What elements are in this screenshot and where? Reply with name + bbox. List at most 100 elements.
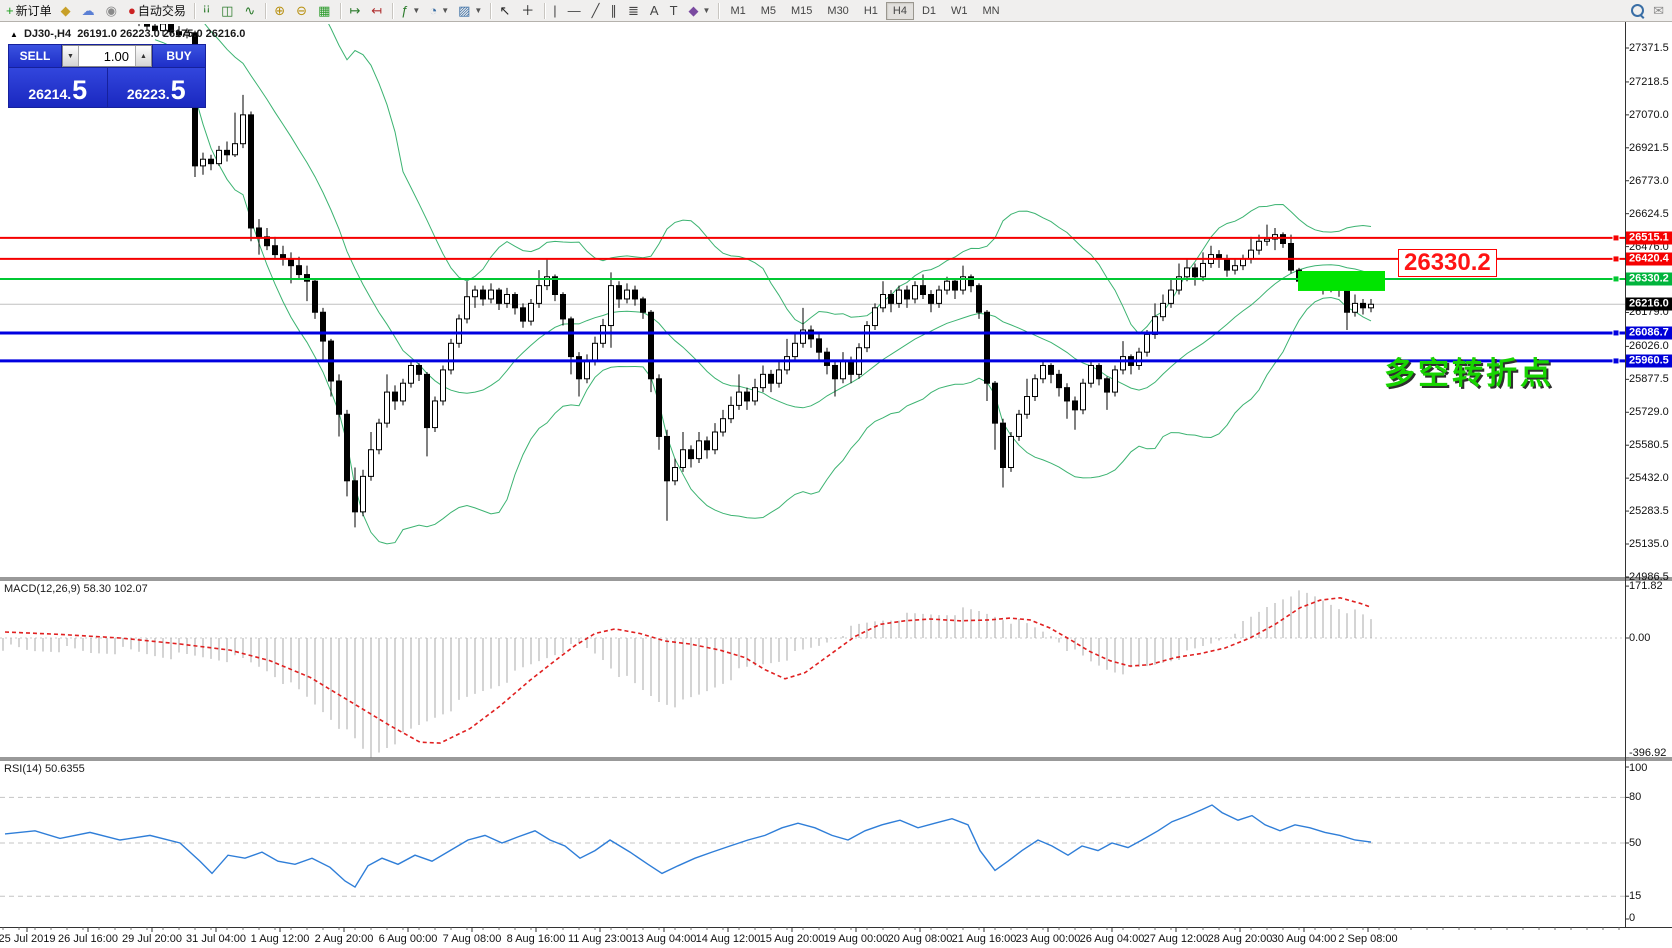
profile-icon[interactable]: ☁	[81, 2, 95, 18]
volume-increase-button[interactable]: ▲	[135, 46, 151, 66]
new-order-button[interactable]: + 新订单	[6, 2, 52, 19]
rsi-line	[4, 804, 1372, 889]
timeframe-h1-button[interactable]: H1	[863, 4, 878, 17]
cursor-icon[interactable]: ↖	[499, 2, 511, 18]
time-axis-label: 8 Aug 16:00	[506, 933, 566, 945]
text-label-icon[interactable]: T	[669, 2, 678, 18]
price-axis-label: 25877.5	[1629, 373, 1669, 386]
collapse-arrow-icon[interactable]: ▲	[10, 30, 18, 39]
price-tag[interactable]: 26330.2	[1626, 272, 1672, 286]
line-handle-icon[interactable]	[1612, 234, 1620, 242]
search-icon[interactable]	[1627, 1, 1648, 21]
zoom-out-icon[interactable]: ⊖	[296, 2, 308, 18]
tile-windows-icon[interactable]: ▦	[318, 2, 331, 18]
timeframe-mn-button[interactable]: MN	[982, 4, 1000, 17]
horizontal-line-icon[interactable]: —	[567, 2, 581, 18]
price-axis-label: 25432.0	[1629, 472, 1669, 485]
timeframe-w1-button[interactable]: W1	[951, 4, 968, 17]
macd-label: MACD(12,26,9) 58.30 102.07	[4, 583, 148, 595]
macd-axis-label: 171.82	[1629, 580, 1663, 593]
candlestick-chart-icon[interactable]: ◫	[221, 2, 234, 18]
price-tag[interactable]: 26086.7	[1626, 326, 1672, 340]
chart-title: ▲ DJ30-,H4 26191.0 26223.0 26175.0 26216…	[10, 28, 245, 40]
time-axis-label: 13 Aug 04:00	[631, 933, 697, 945]
line-handle-icon[interactable]	[1612, 255, 1620, 263]
price-axis-label: 27070.0	[1629, 108, 1669, 121]
time-axis-label: 28 Aug 20:00	[1207, 933, 1273, 945]
buy-price-panel[interactable]: 26223. 5	[107, 68, 205, 107]
price-axis-label: 27371.5	[1629, 42, 1669, 54]
auto-scroll-icon[interactable]: ↦	[349, 2, 361, 18]
timeframe-m5-button[interactable]: M5	[760, 4, 776, 17]
price-tag[interactable]: 26216.0	[1626, 297, 1672, 311]
price-axis-label: 25580.5	[1629, 439, 1669, 452]
price-axis-label: 25135.0	[1629, 538, 1669, 550]
price-tag[interactable]: 25960.5	[1626, 354, 1672, 368]
bollinger-lower-band	[154, 39, 1372, 545]
time-axis-label: 6 Aug 00:00	[378, 933, 438, 945]
macd-axis-label: -396.92	[1629, 747, 1667, 759]
arrows-icon[interactable]: ◆ ▼	[688, 2, 711, 18]
template-icon[interactable]: ▨ ▼	[458, 2, 483, 18]
one-click-trading-panel: SELL ▼ 1.00 ▲ BUY 26214. 5 26223. 5	[8, 44, 206, 108]
time-axis-label: 30 Aug 04:00	[1271, 933, 1337, 945]
vertical-line-icon[interactable]: |	[553, 2, 557, 18]
sell-price-panel[interactable]: 26214. 5	[9, 68, 107, 107]
time-axis-label: 2 Sep 08:00	[1338, 933, 1398, 945]
price-callout[interactable]: 26330.2	[1398, 249, 1497, 277]
periods-icon[interactable]: ◔ ▼	[429, 2, 450, 18]
buy-button[interactable]: BUY	[153, 45, 205, 67]
line-chart-icon[interactable]: ∿	[244, 2, 256, 18]
time-axis-label: 29 Jul 20:00	[122, 933, 182, 945]
rsi-axis-label: 80	[1629, 791, 1642, 804]
main-price-panel	[0, 24, 1625, 545]
price-tag[interactable]: 26420.4	[1626, 252, 1672, 266]
price-tag[interactable]: 26515.1	[1626, 231, 1672, 245]
volume-input[interactable]: 1.00	[103, 48, 129, 64]
fibonacci-icon[interactable]: ≣	[627, 2, 639, 18]
market-watch-icon[interactable]: ◆	[60, 2, 71, 18]
line-handle-icon[interactable]	[1612, 329, 1620, 337]
bar-chart-icon[interactable]: ꜟꜟ	[202, 2, 211, 18]
time-axis-label: 31 Jul 04:00	[186, 933, 246, 945]
sell-button[interactable]: SELL	[9, 45, 61, 67]
chart-ohlc: 26191.0 26223.0 26175.0 26216.0	[77, 28, 246, 40]
toolbar-separator	[193, 2, 195, 19]
chart-window: ▲ DJ30-,H4 26191.0 26223.0 26175.0 26216…	[0, 22, 1672, 948]
time-axis-label: 19 Aug 00:00	[823, 933, 889, 945]
timeframe-h4-button[interactable]: H4	[885, 1, 914, 20]
turning-point-annotation[interactable]: 多空转折点	[1384, 356, 1554, 391]
line-handle-icon[interactable]	[1612, 275, 1620, 283]
price-axis-label: 25729.0	[1629, 406, 1669, 419]
chart-symbol: DJ30-,H4	[23, 28, 72, 40]
toolbar-separator	[490, 2, 492, 19]
price-axis-label: 25283.5	[1629, 505, 1669, 518]
time-axis-label: 14 Aug 12:00	[695, 933, 761, 945]
bollinger-middle-band	[204, 24, 1372, 409]
volume-decrease-button[interactable]: ▼	[63, 46, 79, 66]
signal-icon[interactable]: ◉	[105, 2, 117, 18]
chart-shift-icon[interactable]: ↤	[371, 2, 383, 18]
timeframe-m30-button[interactable]: M30	[827, 4, 849, 17]
timeframe-m1-button[interactable]: M1	[730, 4, 746, 17]
add-indicator-icon[interactable]: ƒ ▼	[401, 2, 421, 18]
line-handle-icon[interactable]	[1612, 357, 1620, 365]
highlight-rectangle[interactable]	[1298, 270, 1385, 291]
price-axis-label: 26921.5	[1629, 141, 1669, 154]
time-axis-label: 26 Jul 16:00	[58, 933, 118, 945]
channel-icon[interactable]: ∥	[610, 2, 617, 18]
rsi-label: RSI(14) 50.6355	[4, 763, 85, 775]
candlesticks	[138, 24, 1374, 528]
trendline-icon[interactable]: ╱	[591, 2, 600, 18]
horizontal-level-lines[interactable]	[0, 234, 1625, 365]
sell-price-pips: 5	[72, 75, 88, 105]
timeframe-m15-button[interactable]: M15	[791, 4, 813, 17]
crosshair-icon[interactable]: ＋	[521, 2, 535, 18]
text-icon[interactable]: A	[649, 2, 659, 18]
zoom-in-icon[interactable]: ⊕	[274, 2, 286, 18]
timeframe-d1-button[interactable]: D1	[921, 4, 936, 17]
bollinger-upper-band	[328, 24, 1372, 335]
auto-trading-button[interactable]: ● 自动交易	[127, 2, 186, 19]
chat-icon[interactable]: ✉	[1653, 2, 1664, 18]
